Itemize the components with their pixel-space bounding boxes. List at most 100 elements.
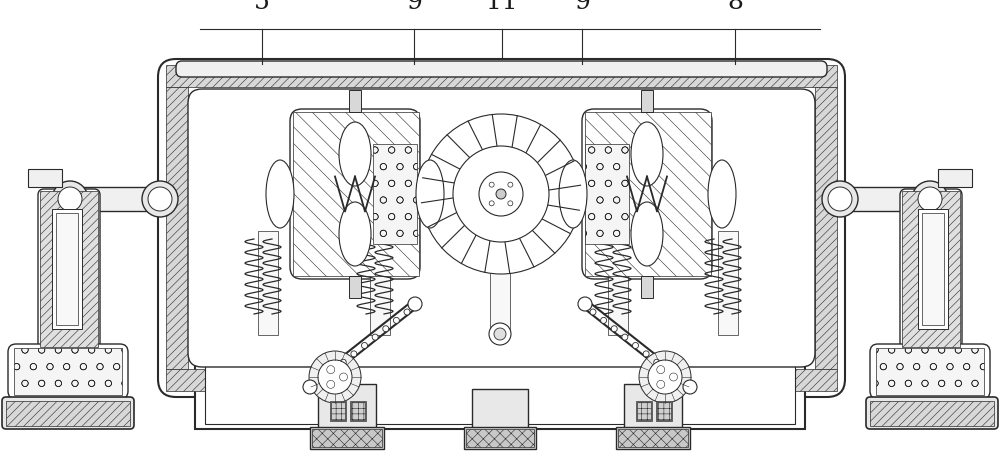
FancyBboxPatch shape	[582, 109, 712, 279]
Bar	[636, 401, 652, 421]
Bar	[714, 227, 742, 339]
Circle shape	[643, 351, 649, 357]
Circle shape	[633, 342, 639, 348]
Circle shape	[453, 146, 549, 242]
Bar	[876, 348, 984, 395]
Circle shape	[822, 181, 858, 217]
Ellipse shape	[339, 202, 371, 266]
Bar	[585, 144, 629, 244]
Ellipse shape	[559, 160, 587, 228]
FancyBboxPatch shape	[290, 109, 420, 279]
Bar	[254, 227, 282, 339]
Bar	[70, 187, 160, 211]
FancyBboxPatch shape	[8, 344, 128, 399]
Bar	[195, 229, 805, 429]
Circle shape	[670, 373, 678, 381]
Bar	[166, 65, 837, 87]
Circle shape	[58, 187, 82, 211]
Bar	[366, 227, 394, 339]
Text: 9: 9	[406, 0, 422, 14]
Text: 11: 11	[486, 0, 518, 14]
Circle shape	[622, 334, 628, 340]
Bar	[604, 227, 632, 339]
Bar	[608, 231, 628, 335]
FancyBboxPatch shape	[38, 189, 100, 349]
Circle shape	[489, 201, 494, 206]
Circle shape	[912, 181, 948, 217]
Circle shape	[52, 181, 88, 217]
Circle shape	[683, 380, 697, 394]
Bar	[922, 213, 944, 325]
Text: 9: 9	[574, 0, 590, 14]
Circle shape	[578, 297, 592, 311]
Circle shape	[404, 309, 410, 315]
Circle shape	[590, 309, 596, 315]
Bar	[902, 191, 960, 347]
Bar	[486, 227, 514, 339]
Bar	[349, 90, 361, 112]
Circle shape	[319, 376, 325, 382]
Bar	[840, 187, 930, 211]
Bar	[618, 429, 688, 447]
Circle shape	[318, 360, 352, 394]
Bar	[490, 231, 510, 335]
Circle shape	[494, 328, 506, 340]
Bar	[641, 276, 653, 298]
Circle shape	[327, 366, 335, 374]
Circle shape	[309, 351, 361, 403]
Ellipse shape	[631, 202, 663, 266]
Circle shape	[148, 187, 172, 211]
Circle shape	[489, 182, 494, 187]
FancyBboxPatch shape	[176, 61, 827, 77]
FancyBboxPatch shape	[158, 59, 845, 397]
Bar	[870, 401, 994, 426]
Text: 8: 8	[727, 0, 743, 14]
Bar	[466, 429, 534, 447]
Circle shape	[393, 317, 399, 324]
FancyBboxPatch shape	[900, 189, 962, 349]
Bar	[370, 231, 390, 335]
Bar	[657, 402, 671, 420]
Ellipse shape	[416, 160, 444, 228]
Circle shape	[657, 366, 665, 374]
FancyBboxPatch shape	[2, 397, 134, 429]
Bar	[52, 209, 82, 329]
Bar	[166, 369, 837, 391]
Ellipse shape	[708, 160, 736, 228]
Circle shape	[508, 201, 513, 206]
Bar	[472, 389, 528, 429]
Circle shape	[828, 187, 852, 211]
Bar	[464, 427, 536, 449]
FancyBboxPatch shape	[866, 397, 998, 429]
Ellipse shape	[266, 160, 294, 228]
Bar	[193, 345, 810, 363]
Bar	[40, 191, 98, 347]
Bar	[918, 209, 948, 329]
Ellipse shape	[339, 122, 371, 186]
Circle shape	[508, 182, 513, 187]
Circle shape	[362, 342, 368, 348]
Circle shape	[383, 326, 389, 332]
Circle shape	[496, 189, 506, 199]
Bar	[373, 144, 417, 244]
Circle shape	[421, 114, 581, 274]
Bar	[28, 169, 62, 187]
Bar	[624, 384, 682, 429]
Circle shape	[611, 326, 617, 332]
Circle shape	[327, 381, 335, 388]
Circle shape	[601, 317, 607, 324]
Circle shape	[675, 376, 681, 382]
Bar	[6, 401, 130, 426]
Bar	[585, 112, 711, 276]
Bar	[641, 90, 653, 112]
Circle shape	[408, 297, 422, 311]
Bar	[351, 402, 365, 420]
Bar	[718, 231, 738, 335]
Bar	[637, 402, 651, 420]
Bar	[14, 348, 122, 395]
Bar	[815, 87, 837, 369]
Circle shape	[372, 334, 378, 340]
Bar	[318, 384, 376, 429]
Circle shape	[340, 373, 348, 381]
Circle shape	[479, 172, 523, 216]
